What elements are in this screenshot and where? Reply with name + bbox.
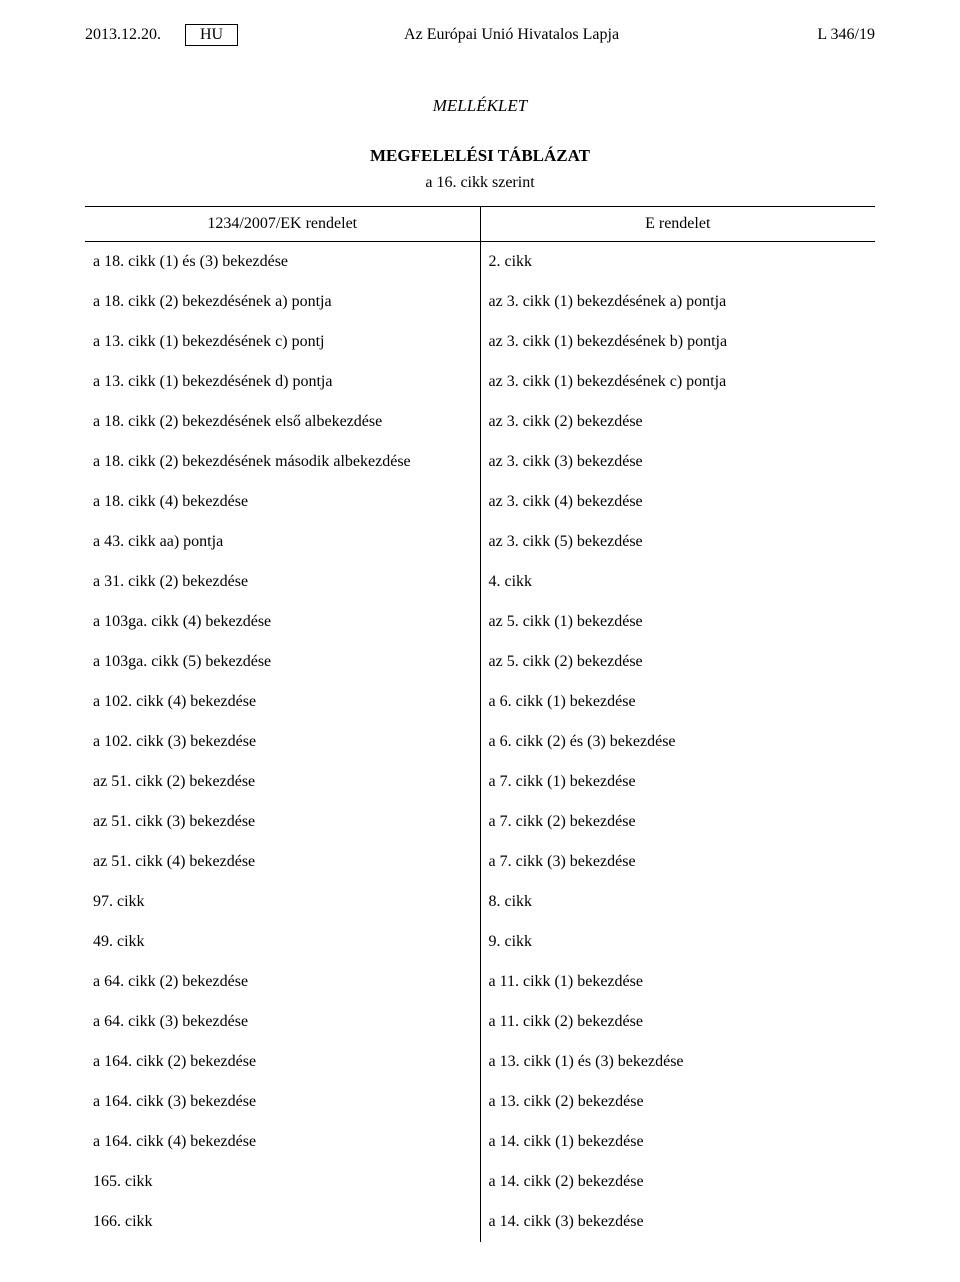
cell-left: a 31. cikk (2) bekezdése bbox=[85, 562, 480, 602]
table-row: a 102. cikk (3) bekezdésea 6. cikk (2) é… bbox=[85, 722, 875, 762]
cell-left: 166. cikk bbox=[85, 1202, 480, 1242]
table-row: a 102. cikk (4) bekezdésea 6. cikk (1) b… bbox=[85, 682, 875, 722]
cell-right: a 7. cikk (1) bekezdése bbox=[480, 762, 875, 802]
table-row: a 13. cikk (1) bekezdésének c) pontjaz 3… bbox=[85, 322, 875, 362]
header-left-group: 2013.12.20. HU bbox=[85, 24, 238, 46]
table-row: 49. cikk9. cikk bbox=[85, 922, 875, 962]
table-row: a 18. cikk (2) bekezdésének második albe… bbox=[85, 442, 875, 482]
table-row: 165. cikka 14. cikk (2) bekezdése bbox=[85, 1162, 875, 1202]
cell-right: a 14. cikk (2) bekezdése bbox=[480, 1162, 875, 1202]
cell-right: a 14. cikk (3) bekezdése bbox=[480, 1202, 875, 1242]
cell-right: a 14. cikk (1) bekezdése bbox=[480, 1122, 875, 1162]
table-row: a 164. cikk (3) bekezdésea 13. cikk (2) … bbox=[85, 1082, 875, 1122]
cell-right: 8. cikk bbox=[480, 882, 875, 922]
cell-right: a 7. cikk (2) bekezdése bbox=[480, 802, 875, 842]
cell-right: az 3. cikk (1) bekezdésének c) pontja bbox=[480, 362, 875, 402]
cell-left: a 64. cikk (3) bekezdése bbox=[85, 1002, 480, 1042]
table-row: a 31. cikk (2) bekezdése4. cikk bbox=[85, 562, 875, 602]
table-row: a 64. cikk (3) bekezdésea 11. cikk (2) b… bbox=[85, 1002, 875, 1042]
table-row: az 51. cikk (2) bekezdésea 7. cikk (1) b… bbox=[85, 762, 875, 802]
cell-right: a 6. cikk (2) és (3) bekezdése bbox=[480, 722, 875, 762]
cell-right: a 13. cikk (1) és (3) bekezdése bbox=[480, 1042, 875, 1082]
table-row: a 18. cikk (2) bekezdésének a) pontjaaz … bbox=[85, 282, 875, 322]
cell-right: az 3. cikk (3) bekezdése bbox=[480, 442, 875, 482]
cell-left: a 102. cikk (4) bekezdése bbox=[85, 682, 480, 722]
cell-left: az 51. cikk (4) bekezdése bbox=[85, 842, 480, 882]
table-row: a 13. cikk (1) bekezdésének d) pontjaaz … bbox=[85, 362, 875, 402]
correlation-table: 1234/2007/EK rendelet E rendelet a 18. c… bbox=[85, 206, 875, 1242]
cell-left: a 102. cikk (3) bekezdése bbox=[85, 722, 480, 762]
page-container: 2013.12.20. HU Az Európai Unió Hivatalos… bbox=[0, 0, 960, 1282]
cell-left: a 18. cikk (4) bekezdése bbox=[85, 482, 480, 522]
language-code-box: HU bbox=[185, 24, 238, 46]
table-row: 97. cikk8. cikk bbox=[85, 882, 875, 922]
table-row: a 103ga. cikk (5) bekezdéseaz 5. cikk (2… bbox=[85, 642, 875, 682]
page-reference: L 346/19 bbox=[785, 26, 875, 44]
table-body: a 18. cikk (1) és (3) bekezdése2. cikka … bbox=[85, 242, 875, 1243]
table-row: 166. cikka 14. cikk (3) bekezdése bbox=[85, 1202, 875, 1242]
cell-left: a 13. cikk (1) bekezdésének d) pontja bbox=[85, 362, 480, 402]
table-row: a 164. cikk (2) bekezdésea 13. cikk (1) … bbox=[85, 1042, 875, 1082]
cell-right: a 7. cikk (3) bekezdése bbox=[480, 842, 875, 882]
cell-right: a 13. cikk (2) bekezdése bbox=[480, 1082, 875, 1122]
cell-left: a 18. cikk (1) és (3) bekezdése bbox=[85, 242, 480, 283]
cell-right: az 3. cikk (1) bekezdésének b) pontja bbox=[480, 322, 875, 362]
cell-left: 165. cikk bbox=[85, 1162, 480, 1202]
table-header-row: 1234/2007/EK rendelet E rendelet bbox=[85, 207, 875, 242]
table-row: a 18. cikk (1) és (3) bekezdése2. cikk bbox=[85, 242, 875, 283]
cell-left: a 103ga. cikk (4) bekezdése bbox=[85, 602, 480, 642]
table-row: a 64. cikk (2) bekezdésea 11. cikk (1) b… bbox=[85, 962, 875, 1002]
cell-left: a 164. cikk (2) bekezdése bbox=[85, 1042, 480, 1082]
cell-left: a 43. cikk aa) pontja bbox=[85, 522, 480, 562]
publication-date: 2013.12.20. bbox=[85, 26, 161, 44]
cell-right: az 3. cikk (5) bekezdése bbox=[480, 522, 875, 562]
cell-right: 4. cikk bbox=[480, 562, 875, 602]
table-heading: MEGFELELÉSI TÁBLÁZAT bbox=[85, 146, 875, 166]
journal-title: Az Európai Unió Hivatalos Lapja bbox=[238, 26, 785, 44]
cell-right: a 6. cikk (1) bekezdése bbox=[480, 682, 875, 722]
cell-right: az 5. cikk (2) bekezdése bbox=[480, 642, 875, 682]
cell-right: az 3. cikk (2) bekezdése bbox=[480, 402, 875, 442]
annex-label: MELLÉKLET bbox=[85, 96, 875, 116]
cell-left: 97. cikk bbox=[85, 882, 480, 922]
cell-left: az 51. cikk (2) bekezdése bbox=[85, 762, 480, 802]
column-header-left: 1234/2007/EK rendelet bbox=[85, 207, 480, 242]
cell-left: a 164. cikk (4) bekezdése bbox=[85, 1122, 480, 1162]
cell-left: a 18. cikk (2) bekezdésének első albekez… bbox=[85, 402, 480, 442]
table-row: a 164. cikk (4) bekezdésea 14. cikk (1) … bbox=[85, 1122, 875, 1162]
page-header: 2013.12.20. HU Az Európai Unió Hivatalos… bbox=[85, 24, 875, 46]
cell-left: a 18. cikk (2) bekezdésének második albe… bbox=[85, 442, 480, 482]
table-subheading: a 16. cikk szerint bbox=[85, 174, 875, 192]
cell-right: az 5. cikk (1) bekezdése bbox=[480, 602, 875, 642]
table-row: a 43. cikk aa) pontjaaz 3. cikk (5) beke… bbox=[85, 522, 875, 562]
column-header-right: E rendelet bbox=[480, 207, 875, 242]
cell-left: 49. cikk bbox=[85, 922, 480, 962]
cell-right: 9. cikk bbox=[480, 922, 875, 962]
table-row: az 51. cikk (3) bekezdésea 7. cikk (2) b… bbox=[85, 802, 875, 842]
cell-right: 2. cikk bbox=[480, 242, 875, 283]
cell-left: a 13. cikk (1) bekezdésének c) pontj bbox=[85, 322, 480, 362]
cell-left: a 18. cikk (2) bekezdésének a) pontja bbox=[85, 282, 480, 322]
table-row: a 103ga. cikk (4) bekezdéseaz 5. cikk (1… bbox=[85, 602, 875, 642]
cell-left: a 103ga. cikk (5) bekezdése bbox=[85, 642, 480, 682]
table-row: a 18. cikk (4) bekezdéseaz 3. cikk (4) b… bbox=[85, 482, 875, 522]
cell-right: az 3. cikk (1) bekezdésének a) pontja bbox=[480, 282, 875, 322]
cell-right: a 11. cikk (1) bekezdése bbox=[480, 962, 875, 1002]
table-row: az 51. cikk (4) bekezdésea 7. cikk (3) b… bbox=[85, 842, 875, 882]
table-row: a 18. cikk (2) bekezdésének első albekez… bbox=[85, 402, 875, 442]
cell-left: a 164. cikk (3) bekezdése bbox=[85, 1082, 480, 1122]
cell-right: a 11. cikk (2) bekezdése bbox=[480, 1002, 875, 1042]
cell-right: az 3. cikk (4) bekezdése bbox=[480, 482, 875, 522]
cell-left: a 64. cikk (2) bekezdése bbox=[85, 962, 480, 1002]
cell-left: az 51. cikk (3) bekezdése bbox=[85, 802, 480, 842]
